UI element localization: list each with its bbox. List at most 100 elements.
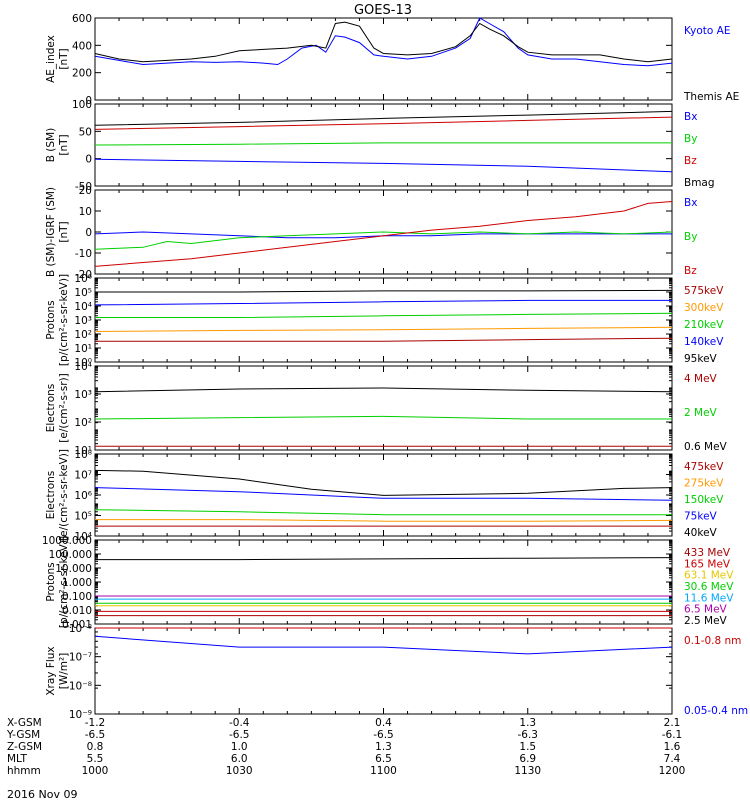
series-line-40kev (94, 469, 673, 496)
y-axis-label: [p/(cm²-s-sr-keV)] (58, 536, 70, 628)
y-tick-label: 0.100 (62, 591, 92, 603)
axis-row-value: 1100 (370, 765, 397, 777)
axis-row-label: Y-GSM (6, 729, 40, 741)
y-tick-label: 200 (72, 68, 92, 80)
axis-row-value: 6.9 (519, 753, 536, 765)
axis-row-value: -6.5 (85, 729, 106, 741)
series-line-by (94, 142, 672, 146)
legend-entry: 75keV (684, 511, 718, 523)
panel-2: -50 0 50 100 B (SM) [nT] Bx By Bz Bmag (45, 99, 715, 193)
panel-frame (94, 17, 673, 101)
legend-entry: 150keV (684, 494, 724, 506)
axis-row-value: 1030 (226, 765, 253, 777)
panel-frame (94, 627, 673, 715)
axis-row-value: 7.4 (664, 753, 681, 765)
legend-entry: Bz (684, 155, 697, 167)
y-tick-label: 10⁻⁹ (69, 709, 92, 721)
series-line-bmag (94, 110, 673, 126)
series-line-275kev (95, 519, 673, 522)
series-line-95kev (95, 289, 673, 293)
y-axis-label: Xray Flux (45, 646, 57, 695)
axis-row-value: -6.1 (662, 729, 683, 741)
legend-entry: 63.1 MeV (684, 570, 734, 582)
y-tick-label: 0 (85, 95, 92, 107)
y-axis-label: [W/m²] (58, 653, 70, 690)
y-axis-label: [nT] (58, 221, 70, 242)
y-tick-label: 10² (74, 417, 92, 429)
y-axis-label: [p/(cm²-s-sr-keV)] (58, 274, 70, 366)
axis-row-value: 5.5 (87, 753, 104, 765)
y-tick-label: 0 (85, 154, 92, 166)
axis-row-value: 2.1 (664, 717, 681, 729)
legend-entry: 40keV (684, 527, 718, 539)
legend-entry: Bx (684, 111, 697, 123)
legend-entry: 165 MeV (684, 558, 731, 570)
axis-row-label: Z-GSM (7, 741, 42, 753)
panel-6: 10⁴ 10⁵ 10⁶ 10⁷ 10⁸ Electrons [e/(cm²-s-sr-keV… (45, 449, 724, 543)
axis-row-value: 6.0 (231, 753, 248, 765)
y-tick-label: 10⁻⁷ (69, 652, 92, 664)
y-axis-label: [e/(cm²-s-sr-keV)] (58, 449, 70, 541)
legend-entry: 275keV (684, 478, 724, 490)
y-tick-label: 20 (79, 185, 92, 197)
panel-3: -20 -10 0 10 20 B (SM)-IGRF (SM) [nT] Bx By Bz (45, 185, 697, 281)
legend-entry: Bmag (684, 177, 715, 189)
axis-row-value: 6.5 (375, 753, 392, 765)
y-tick-label: 400 (72, 40, 92, 52)
y-axis-label: [nT] (58, 48, 70, 69)
axis-row-value: -0.4 (229, 717, 250, 729)
y-tick-label: 10⁶ (74, 273, 92, 285)
legend-entry: 140keV (684, 336, 724, 348)
legend-entry: 6.5 MeV (684, 604, 728, 616)
legend-entry: 4 MeV (684, 373, 718, 385)
series-line-themis-ae (94, 21, 673, 63)
y-tick-label: 1.000 (62, 577, 92, 589)
legend-entry: 11.6 MeV (684, 592, 734, 604)
axis-row-value: 1130 (514, 765, 541, 777)
legend-entry: 0.05-0.4 nm (684, 705, 748, 717)
y-tick-label: 10⁵ (74, 511, 92, 523)
y-tick-label: 10⁵ (74, 287, 92, 299)
axis-row-value: 0.4 (375, 717, 392, 729)
y-tick-label: 10³ (74, 389, 92, 401)
y-axis-label: AE_index (45, 35, 57, 83)
y-tick-label: 10⁴ (74, 361, 92, 373)
y-axis-label: Protons (45, 300, 57, 339)
legend-entry: 0.6 MeV (684, 441, 728, 453)
legend-entry: 575keV (684, 285, 724, 297)
panel-8: 10⁻⁹ 10⁻⁸ 10⁻⁷ 10⁻⁸ Xray Flux [W/m²] 0.1-0.8 n… (45, 623, 748, 721)
y-tick-label: 10⁴ (74, 301, 92, 313)
legend-entry: By (684, 133, 697, 145)
axis-row-value: 1.5 (519, 741, 536, 753)
series-line-bz (94, 116, 673, 130)
y-tick-label: 10⁻⁸ (69, 680, 92, 692)
axis-row-value: 1.3 (519, 717, 536, 729)
y-tick-label: -50 (75, 181, 92, 193)
axis-row-value: -6.5 (229, 729, 250, 741)
y-tick-label: 10¹ (74, 343, 92, 355)
legend-entry: 2.5 MeV (684, 615, 728, 627)
series-line-75kev (94, 487, 673, 501)
axis-row-value: 1000 (82, 765, 109, 777)
y-axis-label: Protons (45, 562, 57, 601)
y-tick-label: 600 (72, 13, 92, 25)
panel-1: 0 200 400 600 AE_index [nT] Kyoto AE Themis AE (45, 13, 739, 107)
y-axis-label: B (SM)-IGRF (SM) (45, 187, 57, 277)
panel-7: 0.001 0.010 0.100 1.000 10.000 100.000 1000.00… (42, 535, 734, 631)
axis-row-value: 1.6 (664, 741, 681, 753)
series-line-210kev (95, 312, 673, 318)
axis-row-label: MLT (7, 753, 27, 765)
y-tick-label: 10⁷ (74, 470, 92, 482)
y-tick-label: 50 (79, 126, 92, 138)
series-line-2-5-mev (95, 557, 673, 561)
y-tick-label: 10³ (74, 315, 92, 327)
y-tick-label: 1000.000 (42, 535, 92, 547)
panel-frame (94, 365, 673, 451)
legend-entry: Kyoto AE (684, 25, 730, 37)
time-axis: X-GSM -1.2 -0.4 0.4 1.3 2.1 Y-GSM -6.5 -6.5 -6.5 -… (6, 717, 685, 777)
axis-row-value: 1.3 (375, 741, 392, 753)
series-line-by (94, 231, 673, 250)
